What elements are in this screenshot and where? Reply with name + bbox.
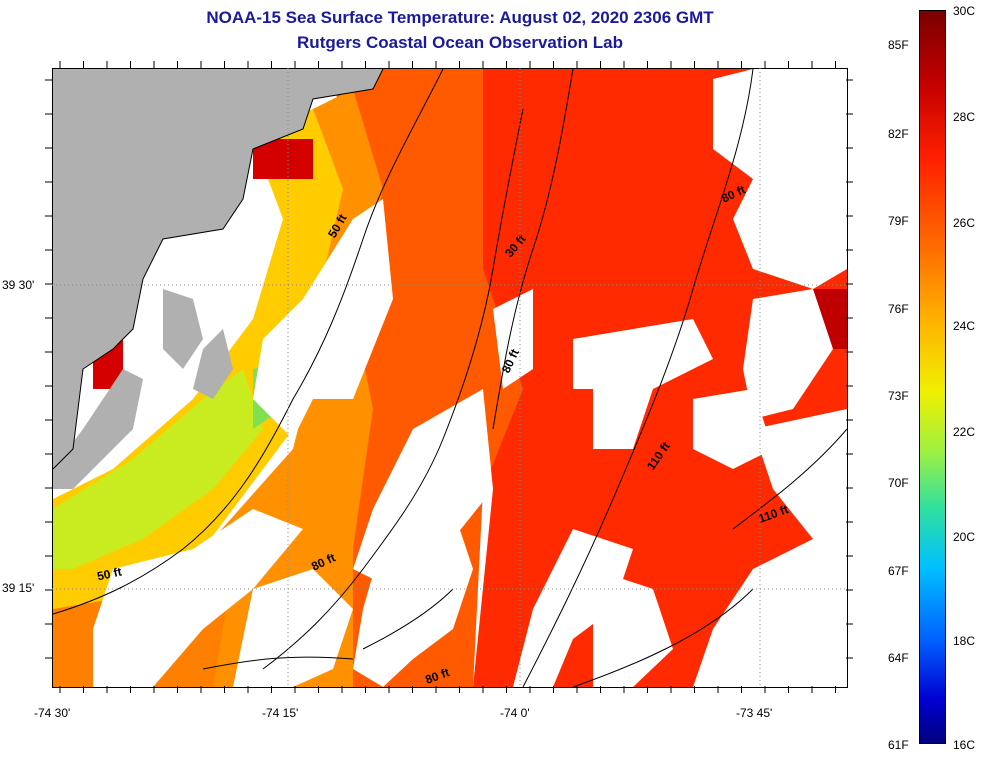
map-subtitle: Rutgers Coastal Ocean Observation Lab xyxy=(297,33,623,52)
colorbar-fahrenheit-label: 70F xyxy=(888,476,909,490)
colorbar-celsius-label: 28C xyxy=(953,110,976,124)
x-tick-label: -74 15' xyxy=(262,706,299,720)
bathymetry-contours xyxy=(53,69,847,687)
y-tick-label: 39 30' xyxy=(2,278,35,292)
temperature-colorbar xyxy=(919,10,946,744)
colorbar-fahrenheit-label: 85F xyxy=(888,38,909,52)
colorbar-celsius-label: 18C xyxy=(953,634,976,648)
map-title: NOAA-15 Sea Surface Temperature: August … xyxy=(206,8,714,27)
colorbar-celsius-label: 26C xyxy=(953,216,976,230)
coastline xyxy=(53,69,384,470)
colorbar-celsius-label: 30C xyxy=(953,4,976,18)
sst-map: 50 ft 30 ft 80 ft 80 ft 110 ft 110 ft 50… xyxy=(52,68,848,688)
colorbar-celsius-label: 24C xyxy=(953,319,976,333)
colorbar-fahrenheit-label: 64F xyxy=(888,651,909,665)
sst-map-canvas xyxy=(53,69,847,687)
land xyxy=(53,69,383,489)
colorbar-fahrenheit-label: 76F xyxy=(888,302,909,316)
colorbar-fahrenheit-label: 79F xyxy=(888,214,909,228)
y-tick-label: 39 15' xyxy=(2,581,35,595)
x-tick-label: -73 45' xyxy=(736,706,773,720)
colorbar-fahrenheit-label: 73F xyxy=(888,389,909,403)
colorbar-fahrenheit-label: 67F xyxy=(888,564,909,578)
colorbar-celsius-label: 20C xyxy=(953,530,976,544)
colorbar-celsius-label: 22C xyxy=(953,425,976,439)
x-tick-label: -74 0' xyxy=(500,706,530,720)
colorbar-celsius-label: 16C xyxy=(953,738,976,752)
colorbar-fahrenheit-label: 82F xyxy=(888,127,909,141)
x-tick-label: -74 30' xyxy=(34,706,71,720)
colorbar-fahrenheit-label: 61F xyxy=(888,738,909,752)
